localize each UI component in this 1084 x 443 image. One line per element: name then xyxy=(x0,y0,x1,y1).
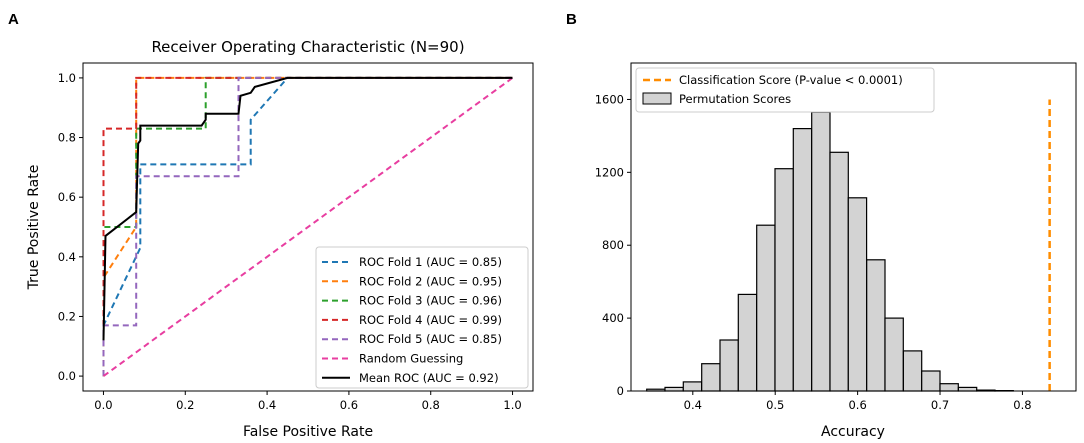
roc-legend-label: ROC Fold 3 (AUC = 0.96) xyxy=(359,294,502,308)
histogram-bars xyxy=(646,111,1014,392)
roc-legend-label: ROC Fold 4 (AUC = 0.99) xyxy=(359,313,502,327)
roc-series-line-4 xyxy=(102,76,513,377)
panel-a-letter: A xyxy=(8,11,19,28)
histogram-bar xyxy=(701,363,721,392)
roc-legend-label: Mean ROC (AUC = 0.92) xyxy=(359,371,499,385)
histogram-x-tick-label: 0.6 xyxy=(848,398,866,412)
roc-x-tick-label: 0.4 xyxy=(258,398,276,412)
histogram-bar xyxy=(792,128,813,392)
histogram-y-tick-label: 0 xyxy=(617,384,624,398)
histogram-bar xyxy=(884,317,904,392)
histogram-plot-frame xyxy=(630,62,1077,392)
roc-y-tick-label: 0.6 xyxy=(58,190,76,204)
roc-lines xyxy=(102,76,514,377)
roc-ticks: 0.0 0.2 0.4 0.6 0.8 1.0 0.0 0.2 0.4 0.6 0.8 1.0 xyxy=(58,71,522,412)
histogram-legend-box xyxy=(635,67,935,113)
roc-legend-label: Random Guessing xyxy=(359,352,463,366)
histogram-x-tick-label: 0.4 xyxy=(684,398,702,412)
histogram-bar xyxy=(902,350,923,392)
histogram-legend: Classification Score (P-value < 0.0001) P… xyxy=(635,67,935,113)
histogram-x-tick-label: 0.5 xyxy=(766,398,784,412)
histogram-ticks: 0.4 0.5 0.6 0.7 0.8 0 400 800 1200 1600 xyxy=(595,92,1032,412)
roc-x-tick-label: 0.6 xyxy=(340,398,358,412)
roc-series-line-6 xyxy=(102,77,514,377)
histogram-x-tick-label: 0.7 xyxy=(931,398,949,412)
roc-y-axis-label: True Positive Rate xyxy=(26,165,42,291)
roc-x-tick-label: 1.0 xyxy=(503,398,521,412)
roc-x-tick-label: 0.8 xyxy=(422,398,440,412)
histogram-plot: 0.4 0.5 0.6 0.7 0.8 0 400 800 1200 1600 xyxy=(595,62,1077,412)
histogram-x-tick-label: 0.8 xyxy=(1013,398,1031,412)
histogram-bar xyxy=(957,386,978,392)
roc-y-tick-label: 0.0 xyxy=(58,369,76,383)
histogram-bar xyxy=(847,197,868,392)
roc-y-tick-label: 0.8 xyxy=(58,131,76,145)
histogram-bar xyxy=(774,168,794,392)
histogram-bar xyxy=(719,339,739,392)
histogram-bar xyxy=(756,224,776,392)
roc-legend-label: ROC Fold 5 (AUC = 0.85) xyxy=(359,332,502,346)
roc-legend-label: ROC Fold 1 (AUC = 0.85) xyxy=(359,255,502,269)
histogram-bar xyxy=(829,151,849,392)
histogram-y-tick-label: 1600 xyxy=(595,92,624,106)
classification-legend-label: Classification Score (P-value < 0.0001) xyxy=(679,73,903,87)
roc-plot-frame xyxy=(82,62,534,392)
histogram-bar xyxy=(811,111,831,392)
roc-chart-title: Receiver Operating Characteristic (N=90) xyxy=(151,38,464,56)
histogram-y-tick-label: 400 xyxy=(602,311,624,325)
histogram-bar xyxy=(737,293,758,392)
histogram-y-tick-label: 1200 xyxy=(595,165,624,179)
panel-b-letter: B xyxy=(566,11,577,28)
roc-legend: ROC Fold 1 (AUC = 0.85) ROC Fold 2 (AUC =… xyxy=(315,246,529,389)
histogram-bar xyxy=(664,386,684,392)
roc-x-axis-label: False Positive Rate xyxy=(243,424,373,440)
roc-legend-box xyxy=(315,246,529,389)
roc-y-tick-label: 0.2 xyxy=(58,309,76,323)
histogram-bar xyxy=(921,370,941,392)
roc-series-line-7 xyxy=(102,76,513,341)
roc-plot: 0.0 0.2 0.4 0.6 0.8 1.0 0.0 0.2 0.4 0.6 0.8 1.0 xyxy=(58,62,534,412)
permutation-legend-label: Permutation Scores xyxy=(679,92,791,106)
histogram-bar xyxy=(866,259,886,392)
roc-x-tick-label: 0.2 xyxy=(176,398,194,412)
roc-legend-label: ROC Fold 2 (AUC = 0.95) xyxy=(359,274,502,288)
histogram-y-tick-label: 800 xyxy=(602,238,624,252)
roc-y-tick-label: 1.0 xyxy=(58,71,76,85)
roc-x-tick-label: 0.0 xyxy=(94,398,112,412)
roc-series-line-1 xyxy=(102,76,513,377)
histogram-bar xyxy=(682,381,703,392)
histogram-x-axis-label: Accuracy xyxy=(821,424,885,440)
roc-y-tick-label: 0.4 xyxy=(58,250,76,264)
histogram-bar xyxy=(939,383,959,392)
permutation-legend-swatch xyxy=(642,92,672,105)
